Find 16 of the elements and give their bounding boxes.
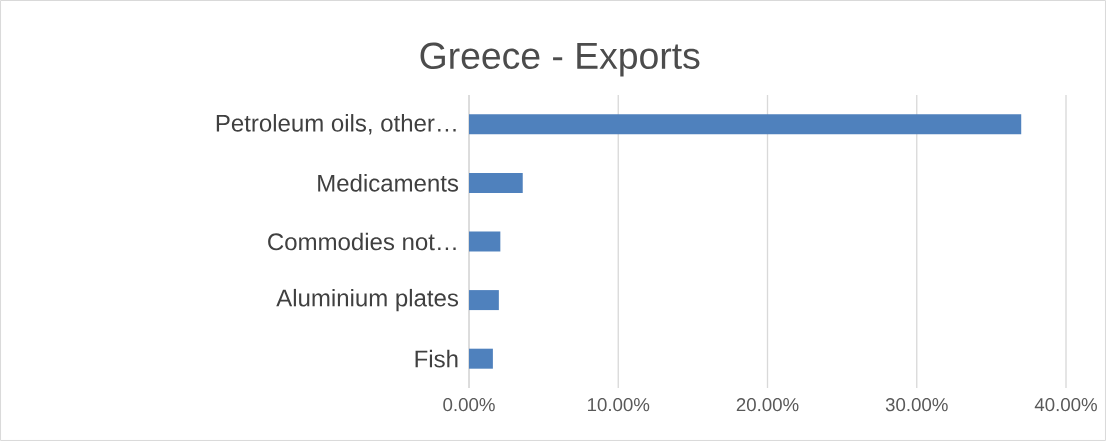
x-tick-label: 30.00% (885, 398, 948, 412)
bar (469, 290, 499, 311)
chart-title: Greece - Exports (420, 42, 700, 77)
x-tick-label: 20.00% (736, 398, 799, 412)
y-tick-label: Commodies not… (268, 232, 456, 251)
y-tick-label: Fish (415, 349, 458, 368)
y-tick-label: Petroleum oils, other… (216, 114, 456, 135)
y-tick-label: Medicaments (318, 174, 459, 192)
bar (469, 114, 1022, 135)
bar (469, 172, 523, 193)
x-tick-label: 0.00% (443, 398, 495, 412)
bar (469, 348, 493, 369)
x-tick-label: 10.00% (588, 398, 650, 412)
x-tick-label: 40.00% (1034, 398, 1097, 412)
y-tick-label: Aluminium plates (276, 288, 459, 312)
bar (469, 231, 501, 252)
